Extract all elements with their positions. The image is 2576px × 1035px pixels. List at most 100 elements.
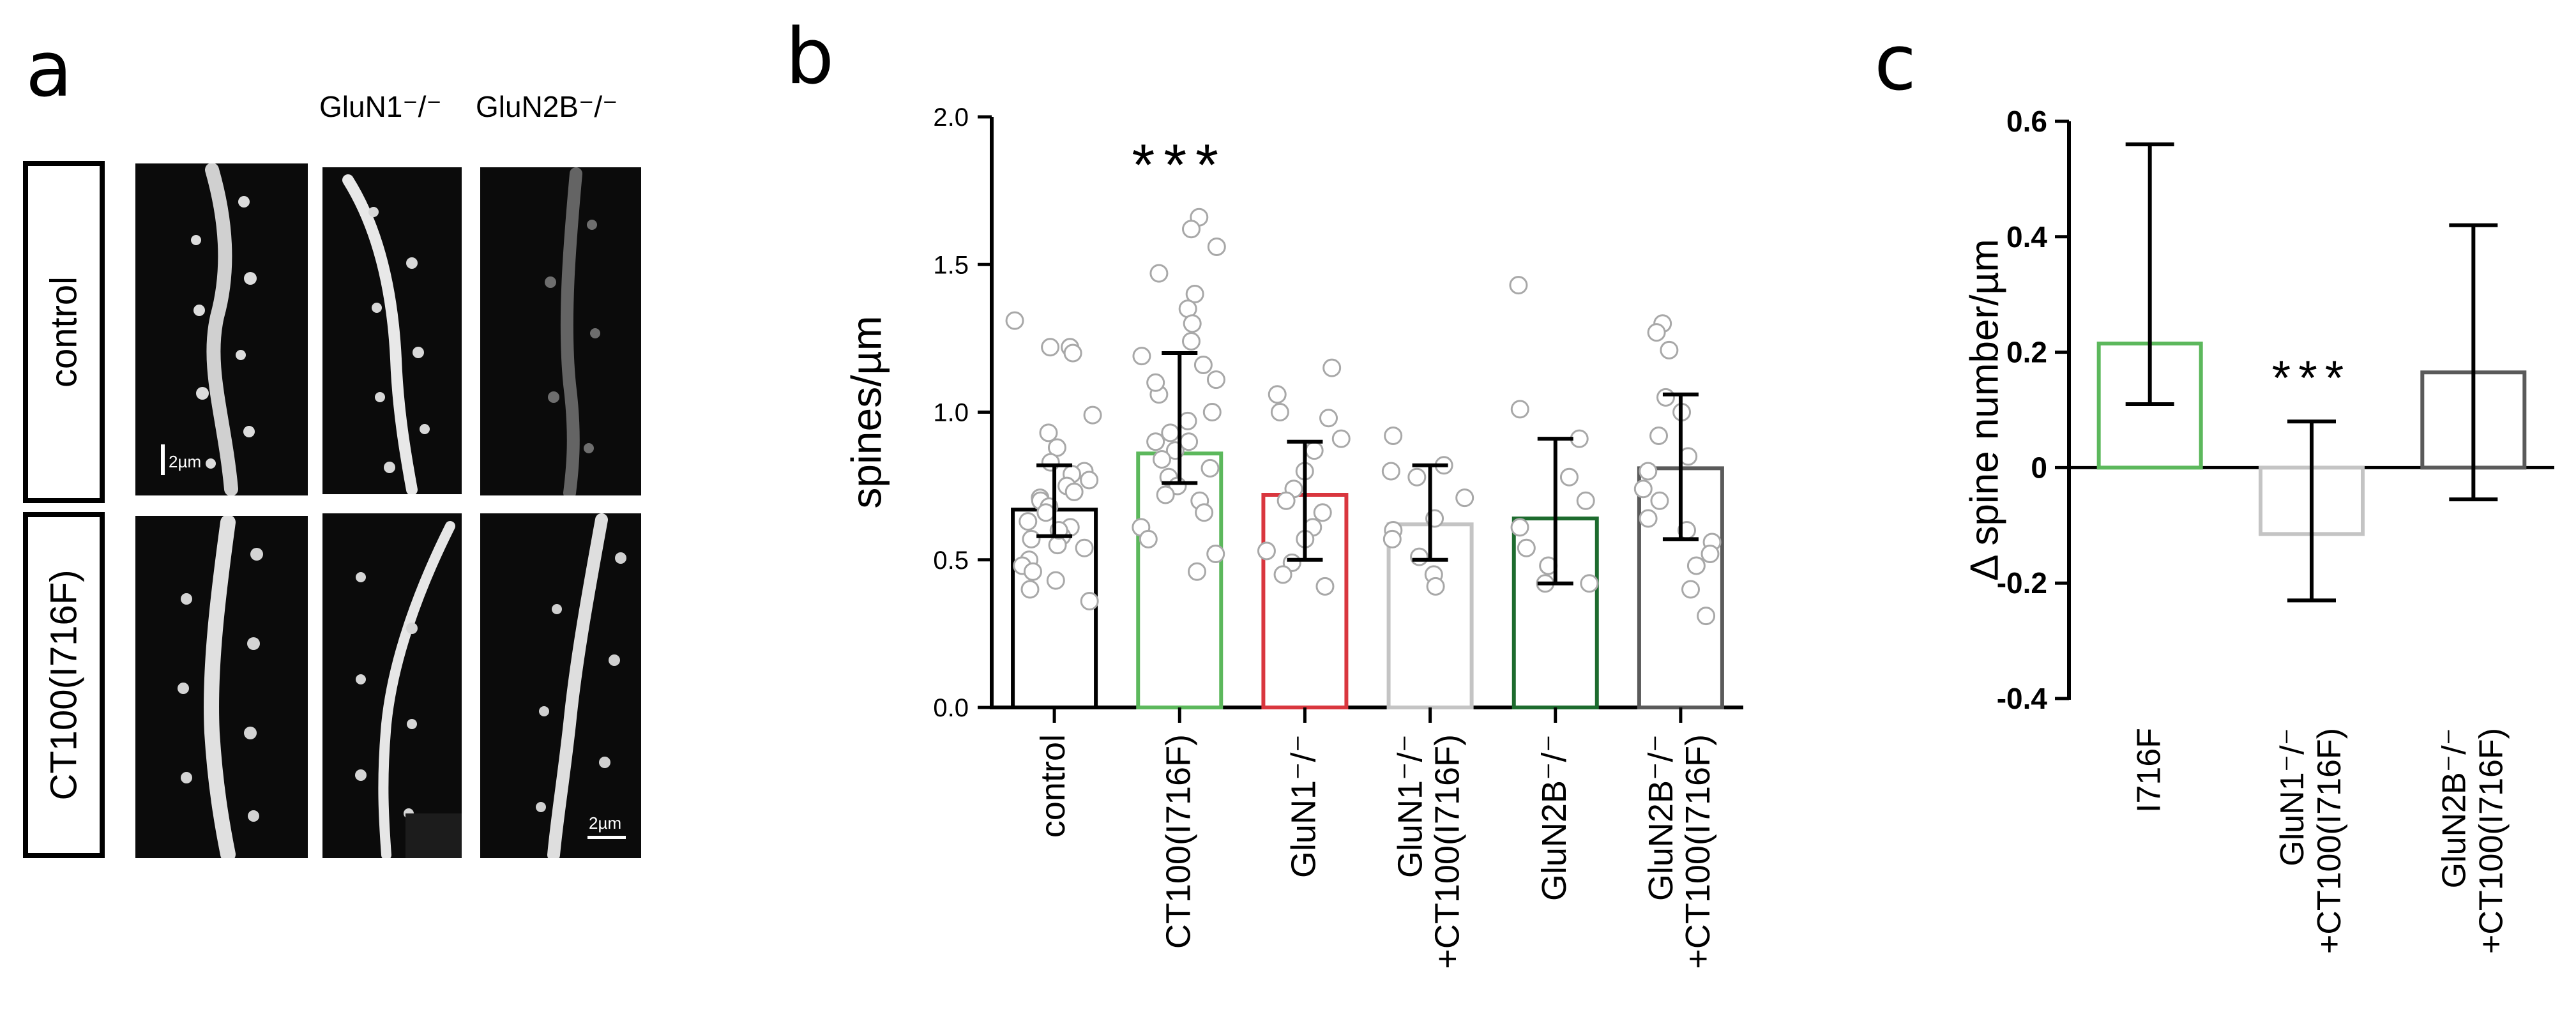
data-point bbox=[1023, 562, 1042, 581]
data-point bbox=[1660, 340, 1679, 359]
data-point bbox=[1384, 427, 1403, 445]
data-point bbox=[1193, 356, 1213, 374]
data-point bbox=[1277, 491, 1296, 510]
data-point bbox=[1559, 467, 1579, 487]
data-point bbox=[1383, 529, 1402, 548]
x-tick-label: control bbox=[1034, 734, 1072, 838]
data-point bbox=[1039, 423, 1058, 442]
data-point bbox=[1633, 480, 1653, 499]
data-point bbox=[1273, 565, 1292, 584]
dendrite-drawing bbox=[536, 513, 626, 858]
data-point bbox=[1207, 238, 1226, 256]
dendrite-drawing bbox=[161, 163, 257, 495]
y-tick-label: 0 bbox=[2031, 451, 2047, 484]
row-label-ct100-box: CT100(I716F) bbox=[23, 512, 105, 858]
data-point bbox=[1381, 462, 1400, 481]
data-point bbox=[1315, 577, 1335, 596]
y-tick-label: -0.2 bbox=[1997, 566, 2047, 600]
data-point bbox=[1201, 458, 1220, 478]
y-axis-label: Δ spine number/µm bbox=[1962, 239, 2006, 580]
data-point bbox=[1046, 571, 1065, 590]
panel-a-letter: a bbox=[26, 26, 73, 114]
x-tick-label: GluN2B⁻/⁻ bbox=[1535, 734, 1573, 901]
data-point bbox=[1517, 538, 1536, 557]
data-point bbox=[1041, 338, 1060, 357]
y-tick-label: 0.6 bbox=[2006, 105, 2047, 138]
data-point bbox=[1455, 488, 1474, 508]
micrograph-ct100-wildtype bbox=[135, 516, 308, 858]
data-point bbox=[1152, 450, 1171, 469]
data-point bbox=[1510, 400, 1529, 419]
dendrite-drawing bbox=[545, 167, 600, 495]
y-tick-label: 0.5 bbox=[933, 547, 969, 575]
data-point bbox=[1322, 358, 1342, 377]
x-tick-label: +CT100(I716F) bbox=[2311, 728, 2348, 954]
spines-per-um-bar-chart: 0.0 0.5 1.0 1.5 2.0 spines/µm control CT100(I71… bbox=[842, 103, 1743, 969]
y-tick-label: 0.2 bbox=[2006, 336, 2047, 369]
data-point bbox=[1185, 285, 1204, 303]
data-point bbox=[1650, 491, 1669, 510]
y-tick-label: -0.4 bbox=[1997, 682, 2048, 715]
data-point bbox=[1509, 276, 1528, 295]
panel-b-letter: b bbox=[785, 13, 835, 102]
x-tick-label: GluN1⁻/⁻ bbox=[2274, 728, 2311, 866]
data-point bbox=[1206, 545, 1225, 563]
data-point bbox=[1064, 482, 1084, 501]
x-tick-label: +CT100(I716F) bbox=[1679, 734, 1717, 969]
data-point bbox=[1156, 485, 1175, 504]
data-point bbox=[1195, 503, 1214, 522]
data-point bbox=[1139, 529, 1158, 548]
data-point bbox=[1331, 429, 1351, 448]
data-point bbox=[1426, 577, 1445, 596]
data-point bbox=[1206, 370, 1225, 389]
scale-bar-label: 2µm bbox=[169, 452, 202, 471]
column-label-glun1: GluN1⁻/⁻ bbox=[319, 90, 442, 123]
micrograph-ct100-glun2b: 2µm bbox=[480, 513, 641, 858]
x-tick-label: CT100(I716F) bbox=[1159, 734, 1197, 949]
micrograph-ct100-glun1 bbox=[322, 513, 462, 858]
data-point bbox=[1270, 403, 1289, 421]
data-point bbox=[1146, 432, 1165, 451]
scale-bar bbox=[161, 444, 165, 475]
data-point bbox=[1268, 385, 1287, 404]
x-tick-label: GluN1⁻/⁻ bbox=[1391, 734, 1430, 878]
data-point bbox=[1063, 344, 1082, 363]
data-point bbox=[1639, 509, 1658, 528]
data-point bbox=[1005, 311, 1024, 330]
data-point bbox=[1313, 503, 1332, 522]
dendrite-drawing bbox=[355, 521, 462, 858]
data-point bbox=[1407, 467, 1427, 487]
x-tick-label: GluN2B⁻/⁻ bbox=[1642, 734, 1680, 901]
significance-marker: *** bbox=[1132, 133, 1227, 198]
data-point bbox=[1257, 541, 1276, 561]
x-tick-label: GluN1⁻/⁻ bbox=[1284, 734, 1322, 878]
data-point bbox=[1649, 427, 1669, 445]
data-point bbox=[1080, 592, 1099, 610]
x-tick-label: I716F bbox=[2131, 728, 2168, 813]
micrograph-control-wildtype: 2µm bbox=[135, 163, 308, 495]
data-point bbox=[1580, 574, 1599, 593]
data-point bbox=[1639, 462, 1658, 481]
row-label-control-box: control bbox=[23, 161, 105, 503]
data-point bbox=[1510, 518, 1529, 537]
data-point bbox=[1686, 556, 1706, 575]
y-tick-label: 0.4 bbox=[2006, 220, 2047, 253]
micrograph-control-glun1 bbox=[322, 167, 462, 494]
data-point bbox=[1181, 220, 1201, 239]
data-point bbox=[1647, 323, 1666, 342]
x-tick-label: +CT100(I716F) bbox=[1428, 734, 1467, 969]
data-point bbox=[1132, 347, 1151, 366]
x-tick-label: +CT100(I716F) bbox=[2473, 728, 2510, 954]
data-point bbox=[1020, 580, 1040, 599]
y-axis-label: spines/µm bbox=[842, 315, 890, 508]
y-tick-label: 1.5 bbox=[933, 251, 969, 279]
data-point bbox=[1202, 403, 1222, 421]
data-point bbox=[1697, 607, 1716, 626]
data-point bbox=[1681, 580, 1701, 599]
significance-marker: *** bbox=[2272, 351, 2352, 405]
data-point bbox=[1187, 562, 1206, 581]
data-point bbox=[1576, 491, 1595, 510]
data-point bbox=[1146, 373, 1165, 392]
panel-c-letter: c bbox=[1874, 19, 1916, 108]
